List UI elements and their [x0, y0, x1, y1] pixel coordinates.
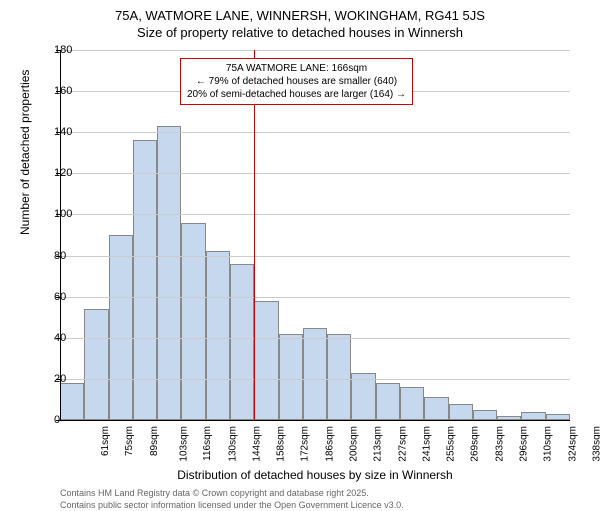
- y-tick-mark: [56, 420, 60, 421]
- footer-line1: Contains HM Land Registry data © Crown c…: [60, 488, 570, 500]
- y-tick-mark: [56, 50, 60, 51]
- x-tick-label: 186sqm: [324, 426, 335, 462]
- y-tick-label: 120: [54, 167, 596, 179]
- x-tick-label: 241sqm: [421, 426, 432, 462]
- reference-line: [254, 50, 255, 420]
- x-tick-label: 200sqm: [349, 426, 360, 462]
- y-tick-label: 20: [54, 373, 596, 385]
- x-tick-label: 227sqm: [397, 426, 408, 462]
- y-tick-mark: [56, 173, 60, 174]
- y-tick-label: 40: [54, 332, 596, 344]
- callout-line1: 75A WATMORE LANE: 166sqm: [187, 62, 406, 75]
- x-axis-label: Distribution of detached houses by size …: [60, 468, 570, 482]
- y-tick-label: 80: [54, 250, 596, 262]
- x-tick-label: 269sqm: [470, 426, 481, 462]
- x-tick-label: 158sqm: [276, 426, 287, 462]
- y-tick-mark: [56, 297, 60, 298]
- plot-area: 75A WATMORE LANE: 166sqm ← 79% of detach…: [60, 50, 570, 420]
- bar: [109, 235, 133, 420]
- x-tick-label: 283sqm: [494, 426, 505, 462]
- y-axis-line: [60, 50, 61, 420]
- x-tick-label: 172sqm: [300, 426, 311, 462]
- y-tick-label: 100: [54, 208, 596, 220]
- x-tick-label: 130sqm: [227, 426, 238, 462]
- x-tick-label: 310sqm: [543, 426, 554, 462]
- bar: [254, 301, 278, 420]
- bars-group: [60, 50, 570, 420]
- footer-line2: Contains public sector information licen…: [60, 500, 570, 511]
- x-tick-label: 255sqm: [446, 426, 457, 462]
- x-tick-label: 61sqm: [100, 426, 111, 456]
- y-tick-label: 140: [54, 126, 596, 138]
- x-tick-label: 213sqm: [373, 426, 384, 462]
- x-tick-label: 338sqm: [591, 426, 600, 462]
- x-tick-label: 75sqm: [124, 426, 135, 456]
- x-tick-label: 89sqm: [149, 426, 160, 456]
- x-tick-label: 324sqm: [567, 426, 578, 462]
- chart-container: 75A, WATMORE LANE, WINNERSH, WOKINGHAM, …: [0, 0, 600, 500]
- y-tick-mark: [56, 214, 60, 215]
- y-tick-label: 160: [54, 85, 596, 97]
- y-tick-label: 180: [54, 44, 596, 56]
- y-tick-mark: [56, 91, 60, 92]
- y-tick-mark: [56, 256, 60, 257]
- x-tick-label: 116sqm: [202, 426, 213, 461]
- chart-title-line1: 75A, WATMORE LANE, WINNERSH, WOKINGHAM, …: [0, 8, 600, 23]
- y-axis-label: Number of detached properties: [18, 70, 32, 235]
- x-tick-label: 144sqm: [251, 426, 262, 462]
- callout-box: 75A WATMORE LANE: 166sqm ← 79% of detach…: [180, 58, 413, 105]
- y-tick-mark: [56, 338, 60, 339]
- bar: [84, 309, 108, 420]
- y-tick-label: 0: [54, 414, 596, 426]
- y-tick-mark: [56, 379, 60, 380]
- x-tick-label: 296sqm: [519, 426, 530, 462]
- y-tick-mark: [56, 132, 60, 133]
- y-tick-label: 60: [54, 291, 596, 303]
- chart-title-line2: Size of property relative to detached ho…: [0, 25, 600, 40]
- x-tick-label: 103sqm: [179, 426, 190, 462]
- title-area: 75A, WATMORE LANE, WINNERSH, WOKINGHAM, …: [0, 0, 600, 40]
